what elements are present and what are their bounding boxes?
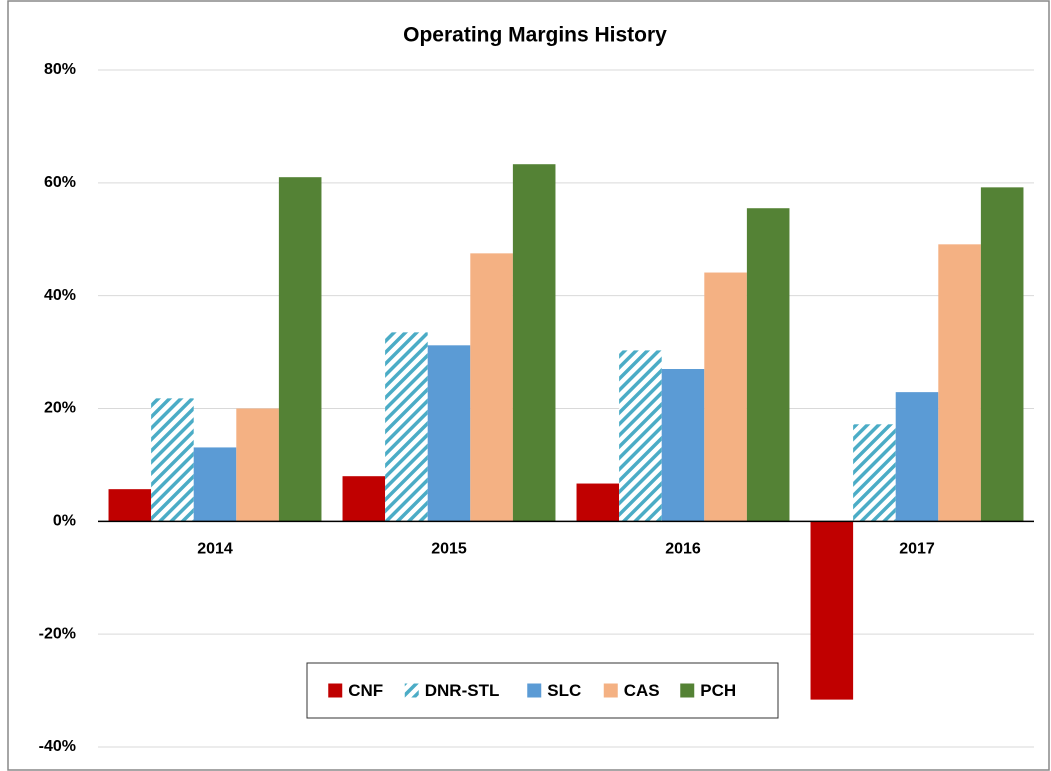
y-tick-label: 80% [44, 61, 76, 78]
y-tick-label: 40% [44, 287, 76, 304]
bar [470, 253, 513, 522]
legend-label: SLC [547, 681, 581, 700]
y-tick-label: 0% [53, 513, 76, 530]
legend-box [306, 662, 779, 719]
bar [810, 521, 854, 700]
legend-label: CNF [348, 681, 383, 700]
bar [661, 369, 705, 522]
x-tick-label: 2014 [197, 541, 233, 558]
bar [193, 447, 237, 522]
bar [853, 424, 896, 522]
y-tick-label: 20% [44, 400, 76, 417]
bar [895, 392, 939, 522]
legend-swatch [680, 683, 695, 698]
bar [512, 164, 556, 522]
legend-label: CAS [624, 681, 660, 700]
bar [385, 332, 428, 522]
bar [704, 272, 747, 522]
y-tick-label: -20% [39, 625, 76, 642]
bar [236, 408, 279, 522]
legend-label: DNR-STL [425, 681, 500, 700]
bar [278, 177, 322, 522]
x-tick-label: 2016 [665, 541, 701, 558]
bar [980, 187, 1024, 522]
bar [427, 345, 471, 522]
y-tick-label: -40% [39, 738, 76, 755]
x-tick-label: 2017 [899, 541, 935, 558]
y-tick-label: 60% [44, 174, 76, 191]
bar [342, 476, 386, 522]
x-tick-label: 2015 [431, 541, 467, 558]
bar [746, 208, 790, 522]
bar [619, 350, 662, 522]
bar [576, 483, 620, 522]
legend-label: PCH [700, 681, 736, 700]
chart-title: Operating Margins History [403, 24, 667, 47]
bar [151, 398, 194, 522]
legend-swatch [328, 683, 343, 698]
legend-swatch [527, 683, 542, 698]
legend-swatch [404, 683, 419, 698]
bar [938, 244, 981, 522]
legend-swatch [603, 683, 618, 698]
bar [108, 489, 152, 522]
